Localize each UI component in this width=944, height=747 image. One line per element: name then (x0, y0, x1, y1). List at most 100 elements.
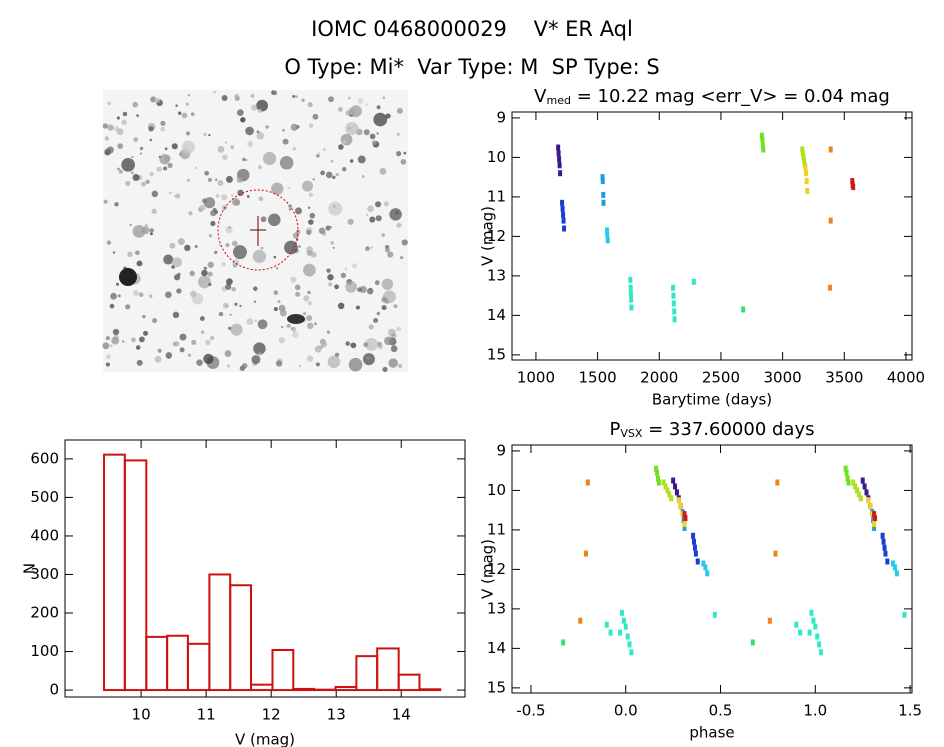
sky-star (225, 225, 233, 234)
sky-star (257, 165, 262, 170)
sky-star (141, 181, 147, 187)
sky-star (256, 99, 269, 112)
y-axis-label: V (mag) (479, 206, 497, 266)
y-tick-label: 10 (487, 148, 506, 166)
sky-star (174, 341, 180, 347)
sky-star (232, 259, 240, 267)
sky-star (233, 199, 241, 206)
point (600, 178, 605, 185)
sky-star (381, 305, 387, 311)
point (672, 316, 677, 323)
bright-star (287, 314, 305, 324)
sky-star (199, 278, 205, 285)
point (858, 495, 863, 502)
sky-star (222, 154, 228, 161)
point (605, 237, 610, 244)
sky-star (292, 94, 296, 98)
point (761, 146, 766, 153)
point (625, 633, 630, 640)
sky-star (203, 132, 207, 137)
sky-star (229, 313, 232, 316)
sky-star (384, 247, 390, 253)
y-tick-label: 14 (487, 306, 506, 324)
y-tick-label: 600 (30, 449, 59, 467)
sky-star (396, 222, 402, 228)
sky-star (172, 311, 180, 319)
x-tick-label: 12 (262, 706, 281, 724)
sky-star (256, 132, 265, 140)
sky-star (116, 116, 120, 120)
sky-star (288, 208, 292, 211)
sky-star (373, 112, 388, 127)
sky-star (159, 153, 170, 165)
sky-star (115, 282, 119, 286)
sky-star (122, 340, 125, 343)
sky-star (252, 249, 267, 263)
y-tick-label: 15 (487, 345, 506, 363)
x-tick-label: 4000 (887, 369, 925, 387)
sky-star (349, 159, 354, 163)
point (691, 538, 696, 545)
sky-star (345, 110, 351, 116)
sky-star (214, 250, 218, 255)
sky-star (357, 155, 366, 164)
sky-star (176, 288, 182, 294)
sky-star (370, 245, 374, 249)
sky-star (205, 339, 211, 346)
sky-star (268, 213, 281, 227)
sky-star (208, 282, 212, 287)
point (673, 483, 678, 490)
point (560, 199, 565, 206)
sky-star (325, 225, 331, 231)
sky-star (194, 244, 198, 249)
sky-star (245, 126, 254, 136)
y-tick-label: 12 (487, 560, 506, 578)
sky-star (208, 234, 213, 238)
histogram-bar (397, 673, 421, 692)
point (880, 532, 885, 539)
sky-star (374, 280, 380, 286)
sky-star (357, 98, 364, 104)
x-tick-label: 2000 (640, 369, 678, 387)
point (843, 465, 848, 472)
sky-star (200, 330, 205, 334)
chart-title: PVSX = 337.60000 days (610, 419, 815, 440)
sky-star (139, 152, 143, 155)
sky-star (364, 337, 378, 351)
sky-star (251, 104, 258, 111)
histogram-bar (145, 635, 169, 692)
sky-star (365, 103, 368, 106)
sky-star (134, 250, 140, 256)
sky-star (171, 143, 178, 150)
sky-star (233, 245, 247, 260)
sky-star (298, 245, 301, 248)
sky-star (317, 345, 321, 349)
sky-star (295, 291, 301, 297)
sky-star (107, 124, 114, 131)
point (654, 465, 659, 472)
point (682, 520, 687, 527)
sky-star (282, 128, 285, 132)
x-tick-label: 3500 (825, 369, 863, 387)
sky-star (210, 210, 217, 217)
sky-star (366, 287, 374, 295)
sky-star (221, 262, 226, 267)
sky-star (279, 309, 287, 317)
sky-star (312, 178, 315, 181)
sky-star (253, 286, 258, 291)
y-tick-label: 15 (487, 678, 506, 696)
sky-star (167, 162, 173, 168)
point (682, 511, 687, 518)
sky-star (225, 175, 233, 183)
point (862, 483, 867, 490)
point (794, 621, 799, 628)
sky-star (253, 300, 257, 303)
sky-star (375, 201, 382, 208)
point (558, 170, 563, 177)
point (556, 150, 561, 157)
sky-star (203, 197, 216, 209)
point (804, 178, 809, 185)
page-title: IOMC 0468000029 V* ER Aql (311, 17, 633, 41)
sky-star (165, 352, 173, 359)
point (629, 304, 634, 311)
